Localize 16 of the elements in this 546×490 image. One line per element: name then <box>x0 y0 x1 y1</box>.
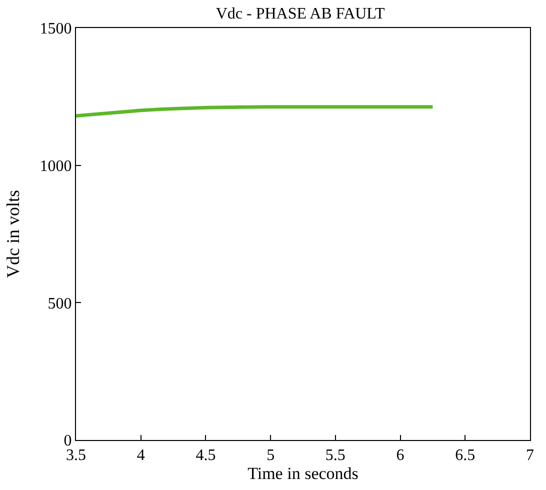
y-tick-label: 500 <box>48 295 72 312</box>
x-tick-label: 3.5 <box>66 447 86 464</box>
y-tick-label: 1000 <box>40 158 72 175</box>
x-axis-title: Time in seconds <box>248 464 358 484</box>
x-tick-label: 5 <box>266 447 275 464</box>
y-tick-label: 1500 <box>40 20 72 38</box>
x-tick-label: 5.5 <box>325 447 346 464</box>
x-tick-label: 4.5 <box>196 447 216 464</box>
line-series <box>76 105 434 118</box>
x-tick-label: 6 <box>396 447 404 464</box>
x-tick-label: 6.5 <box>455 447 476 464</box>
x-tick-label: 4 <box>136 447 145 464</box>
chart-title: Vdc - PHASE AB FAULT <box>216 6 385 23</box>
x-tick-label: 7 <box>526 447 534 464</box>
y-tick-label: 0 <box>64 432 72 450</box>
y-axis-title: Vdc in volts <box>3 190 23 278</box>
